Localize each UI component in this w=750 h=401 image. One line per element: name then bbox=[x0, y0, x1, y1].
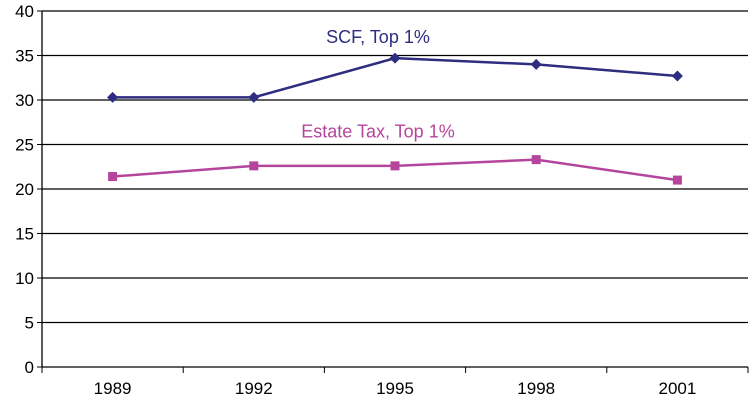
y-tick-label: 10 bbox=[15, 269, 34, 288]
data-point bbox=[671, 70, 683, 82]
y-tick-label: 30 bbox=[15, 91, 34, 110]
gridlines bbox=[42, 10, 748, 324]
series-labels: SCF, Top 1% Estate Tax, Top 1% bbox=[301, 27, 454, 142]
data-point bbox=[672, 175, 682, 185]
y-tick-label: 5 bbox=[25, 314, 34, 333]
data-point bbox=[390, 161, 400, 171]
data-point bbox=[530, 58, 542, 70]
y-tick-label: 20 bbox=[15, 180, 34, 199]
y-axis-tick-labels: 0 5 10 15 20 25 30 35 40 bbox=[15, 2, 34, 377]
x-tick-label: 1998 bbox=[517, 379, 555, 398]
data-point bbox=[248, 91, 260, 103]
x-tick-label: 1992 bbox=[235, 379, 273, 398]
series-label-1: Estate Tax, Top 1% bbox=[301, 122, 454, 142]
data-point bbox=[389, 52, 401, 64]
y-tick-label: 25 bbox=[15, 136, 34, 155]
series-0 bbox=[107, 52, 683, 103]
data-point bbox=[107, 91, 119, 103]
x-tick-label: 2001 bbox=[658, 379, 696, 398]
y-tick-label: 0 bbox=[25, 358, 34, 377]
y-tick-label: 15 bbox=[15, 225, 34, 244]
y-tick-label: 40 bbox=[15, 2, 34, 21]
axes bbox=[37, 10, 749, 373]
x-axis-tick-labels: 1989 1992 1995 1998 2001 bbox=[94, 379, 697, 398]
x-tick-label: 1989 bbox=[94, 379, 132, 398]
series bbox=[107, 52, 683, 185]
data-point bbox=[531, 155, 541, 165]
series-label-0: SCF, Top 1% bbox=[326, 27, 430, 47]
y-tick-label: 35 bbox=[15, 47, 34, 66]
series-1 bbox=[108, 155, 682, 185]
series-line bbox=[112, 56, 678, 99]
data-point bbox=[249, 161, 259, 171]
x-tick-label: 1995 bbox=[376, 379, 414, 398]
data-point bbox=[108, 172, 118, 182]
